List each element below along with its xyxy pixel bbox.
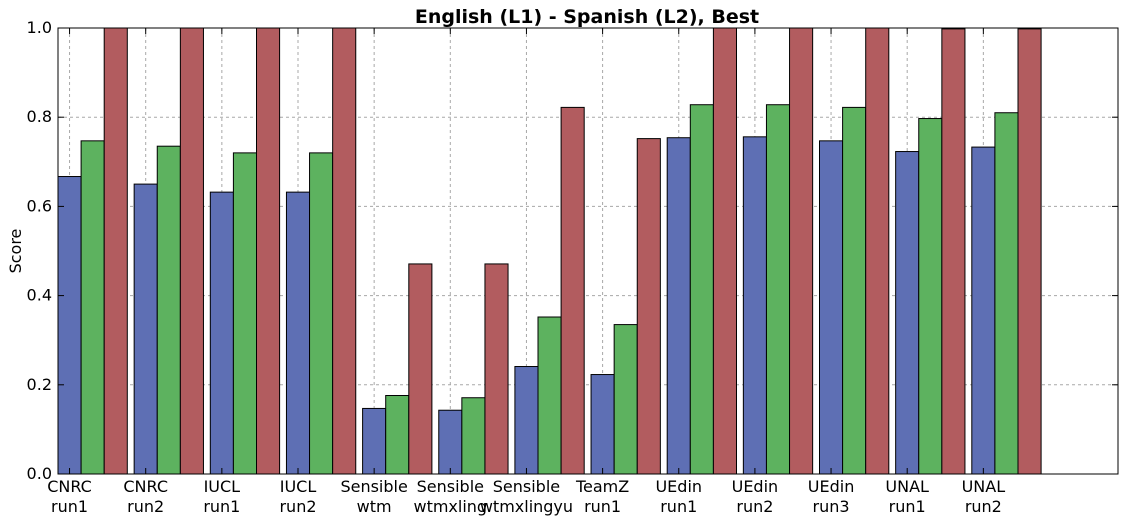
- x-category-label: wtmxlingyu: [480, 497, 573, 516]
- x-category-label: run2: [965, 497, 1002, 516]
- bar: [666, 137, 691, 475]
- x-category-label: IUCL: [204, 477, 241, 496]
- bar: [103, 27, 128, 475]
- x-category-label: run2: [279, 497, 316, 516]
- x-category-label: run1: [203, 497, 240, 516]
- bar: [80, 140, 105, 475]
- x-category-label: CNRC: [47, 477, 92, 496]
- bar: [57, 176, 82, 475]
- labels-layer: 0.00.20.40.60.81.0CNRCrun1CNRCrun2IUCLru…: [27, 18, 1006, 516]
- bar: [514, 366, 539, 475]
- bar: [156, 145, 181, 475]
- bar: [689, 104, 714, 475]
- bar: [285, 191, 311, 475]
- chart-title: English (L1) - Spanish (L2), Best: [415, 6, 759, 28]
- bar: [819, 140, 844, 475]
- x-category-label: Sensible: [340, 477, 407, 496]
- y-tick-label: 0.2: [27, 375, 52, 394]
- bar: [918, 118, 943, 475]
- x-category-label: Sensible: [493, 477, 560, 496]
- bar: [461, 397, 486, 475]
- bar: [742, 136, 767, 475]
- x-category-label: UEdin: [808, 477, 855, 496]
- bar: [362, 407, 387, 475]
- y-tick-label: 0.0: [27, 464, 52, 483]
- y-tick-label: 1.0: [27, 18, 52, 37]
- bar: [613, 324, 638, 475]
- bar: [232, 152, 257, 475]
- bar: [309, 152, 334, 475]
- bar: [484, 263, 509, 475]
- bar: [1017, 28, 1042, 475]
- bar: [765, 104, 791, 475]
- bar: [712, 27, 738, 475]
- y-tick-label: 0.6: [27, 196, 52, 215]
- bar: [133, 183, 158, 475]
- bar: [971, 146, 996, 475]
- bar: [842, 106, 867, 475]
- x-category-label: wtm: [357, 497, 392, 516]
- bar: [438, 409, 463, 475]
- x-category-label: UNAL: [885, 477, 929, 496]
- bar: [385, 395, 410, 475]
- bar: [941, 28, 966, 475]
- x-category-label: Sensible: [417, 477, 484, 496]
- x-category-label: run3: [813, 497, 850, 516]
- bar: [332, 27, 357, 475]
- bars-layer: [57, 27, 1042, 475]
- x-category-label: run1: [51, 497, 88, 516]
- x-category-label: CNRC: [123, 477, 168, 496]
- x-category-label: UEdin: [655, 477, 702, 496]
- x-category-label: UEdin: [732, 477, 779, 496]
- x-category-label: UNAL: [962, 477, 1006, 496]
- x-category-label: TeamZ: [575, 477, 629, 496]
- bar: [209, 191, 234, 475]
- bar: [789, 27, 814, 475]
- x-category-label: run2: [736, 497, 773, 516]
- bar: [636, 138, 661, 475]
- bar: [537, 316, 562, 475]
- bar: [408, 263, 433, 475]
- ticks-layer: [58, 27, 1118, 475]
- x-category-label: run1: [660, 497, 697, 516]
- x-category-label: run1: [584, 497, 621, 516]
- bar: [895, 151, 920, 475]
- x-category-label: run1: [889, 497, 926, 516]
- x-category-label: IUCL: [280, 477, 317, 496]
- bar: [865, 27, 890, 475]
- bar: [256, 27, 281, 475]
- bar: [994, 112, 1019, 475]
- bar: [560, 106, 585, 475]
- bar: [590, 374, 615, 475]
- bar: [179, 27, 204, 475]
- x-category-label: wtmxling: [413, 497, 487, 516]
- y-tick-label: 0.4: [27, 286, 52, 305]
- y-axis-label: Score: [6, 229, 25, 274]
- plot-frame: [57, 27, 1119, 475]
- x-category-label: run2: [127, 497, 164, 516]
- y-tick-label: 0.8: [27, 107, 52, 126]
